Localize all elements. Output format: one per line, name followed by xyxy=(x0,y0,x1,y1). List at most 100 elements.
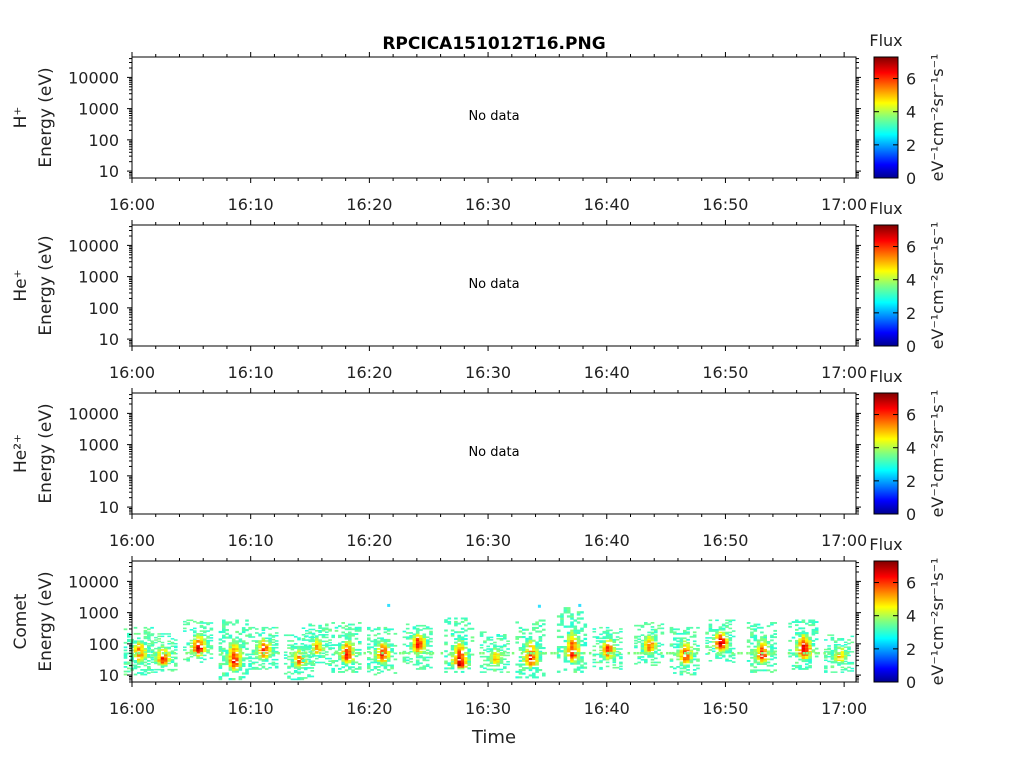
spectrogram-cell xyxy=(580,629,584,632)
spectrogram-cell xyxy=(647,641,651,643)
spectrogram-cell xyxy=(676,644,680,647)
spectrogram-cell xyxy=(321,647,326,649)
spectrogram-cell xyxy=(460,664,465,666)
spectrogram-cell xyxy=(258,664,262,666)
spectrogram-cell xyxy=(189,649,194,651)
spectrogram-cell xyxy=(137,660,141,662)
spectrogram-cell xyxy=(705,633,709,635)
spectrogram-cell xyxy=(592,653,597,656)
spectrogram-cell xyxy=(692,631,697,634)
spectrogram-cell xyxy=(422,643,427,646)
spectrogram-cell xyxy=(830,639,835,641)
spectrogram-cell xyxy=(402,630,407,633)
spectrogram-cell xyxy=(271,654,276,657)
spectrogram-cell xyxy=(493,653,497,655)
spectrogram-cell xyxy=(756,658,761,661)
spectrogram-cell xyxy=(503,645,507,648)
spectrogram-cell xyxy=(354,655,359,658)
spectrogram-cell xyxy=(196,639,200,642)
spectrogram-cell xyxy=(160,657,165,660)
spectrogram-cell xyxy=(328,647,332,649)
spectrogram-cell xyxy=(164,656,168,659)
spectrogram-cell xyxy=(760,653,764,656)
spectrogram-cell xyxy=(271,644,276,646)
spectrogram-cell xyxy=(503,644,507,646)
spectrogram-cell xyxy=(137,654,141,656)
spectrogram-cell xyxy=(763,663,767,665)
spectrogram-cell xyxy=(654,647,658,650)
spectrogram-cell xyxy=(415,662,420,665)
y-axis-label: Energy (eV) xyxy=(36,67,56,167)
colorbar-tick-label: 6 xyxy=(906,238,916,257)
spectrogram-cell xyxy=(196,645,200,647)
spectrogram-cell xyxy=(535,663,539,666)
spectrogram-cell xyxy=(457,638,461,641)
spectrogram-cell xyxy=(419,668,423,670)
spectrogram-cell xyxy=(193,634,197,636)
spectrogram-cell xyxy=(483,671,487,673)
spectrogram-cell xyxy=(274,634,279,637)
spectrogram-cell xyxy=(840,671,845,673)
spectrogram-cell xyxy=(123,657,128,659)
spectrogram-cell xyxy=(602,646,607,649)
spectrogram-cell xyxy=(650,632,655,635)
spectrogram-cell xyxy=(760,631,764,634)
spectrogram-cell xyxy=(683,631,687,634)
spectrogram-cell xyxy=(154,668,158,671)
spectrogram-cell xyxy=(367,634,371,637)
spectrogram-cell xyxy=(847,670,851,672)
spectrogram-cell xyxy=(518,672,523,675)
spectrogram-cell xyxy=(573,668,578,671)
spectrogram-cell xyxy=(833,651,838,653)
spectrogram-cell xyxy=(464,634,468,637)
spectrogram-cell xyxy=(241,659,246,662)
spectrogram-cell xyxy=(402,643,407,646)
x-tick-label: 16:30 xyxy=(465,531,511,550)
spectrogram-cell xyxy=(290,662,295,665)
spectrogram-cell xyxy=(287,675,291,678)
spectrogram-cell xyxy=(189,642,194,644)
spectrogram-cell xyxy=(199,624,204,627)
spectrogram-cell xyxy=(556,615,561,618)
spectrogram-cell xyxy=(689,654,694,656)
spectrogram-cell xyxy=(493,652,497,654)
spectrogram-cell xyxy=(654,631,658,634)
spectrogram-cell xyxy=(357,651,361,655)
spectrogram-cell xyxy=(444,667,448,670)
spectrogram-cell xyxy=(225,651,229,654)
spectrogram-cell xyxy=(405,636,410,639)
spectrogram-cell xyxy=(325,645,329,648)
spectrogram-cell xyxy=(708,619,713,622)
spectrogram-cell xyxy=(795,641,799,644)
spectrogram-cell xyxy=(271,641,276,644)
spectrogram-cell xyxy=(692,658,697,661)
spectrogram-cell xyxy=(311,664,316,666)
spectrogram-cell xyxy=(348,633,352,635)
spectrogram-cell xyxy=(196,637,200,639)
spectrogram xyxy=(123,603,855,681)
spectrogram-cell xyxy=(570,654,574,657)
spectrogram-cell xyxy=(167,635,171,638)
spectrogram-cell xyxy=(669,658,674,661)
spectrogram-cell xyxy=(310,670,315,672)
spectrogram-cell xyxy=(573,654,578,657)
spectrogram-cell xyxy=(683,632,687,635)
spectrogram-cell xyxy=(538,658,543,661)
spectrogram-cell xyxy=(824,667,828,670)
spectrogram-cell xyxy=(271,664,276,666)
spectrogram-cell xyxy=(140,661,144,664)
spectrogram-cell xyxy=(228,621,233,624)
spectrogram-cell xyxy=(274,646,279,649)
spectrogram-cell xyxy=(412,663,417,666)
spectrogram-cell xyxy=(160,646,165,649)
spectrogram-cell xyxy=(489,664,494,667)
spectrogram-cell xyxy=(167,654,171,656)
y-tick-label: 1000 xyxy=(78,268,119,287)
spectrogram-cell xyxy=(538,645,543,648)
spectrogram-cell xyxy=(843,646,848,648)
spectrogram-cell xyxy=(612,651,616,655)
spectrogram-cell xyxy=(170,645,175,647)
spectrogram-cell xyxy=(218,638,223,641)
spectrogram-cell xyxy=(428,651,432,655)
spectrogram-cell xyxy=(606,651,610,655)
